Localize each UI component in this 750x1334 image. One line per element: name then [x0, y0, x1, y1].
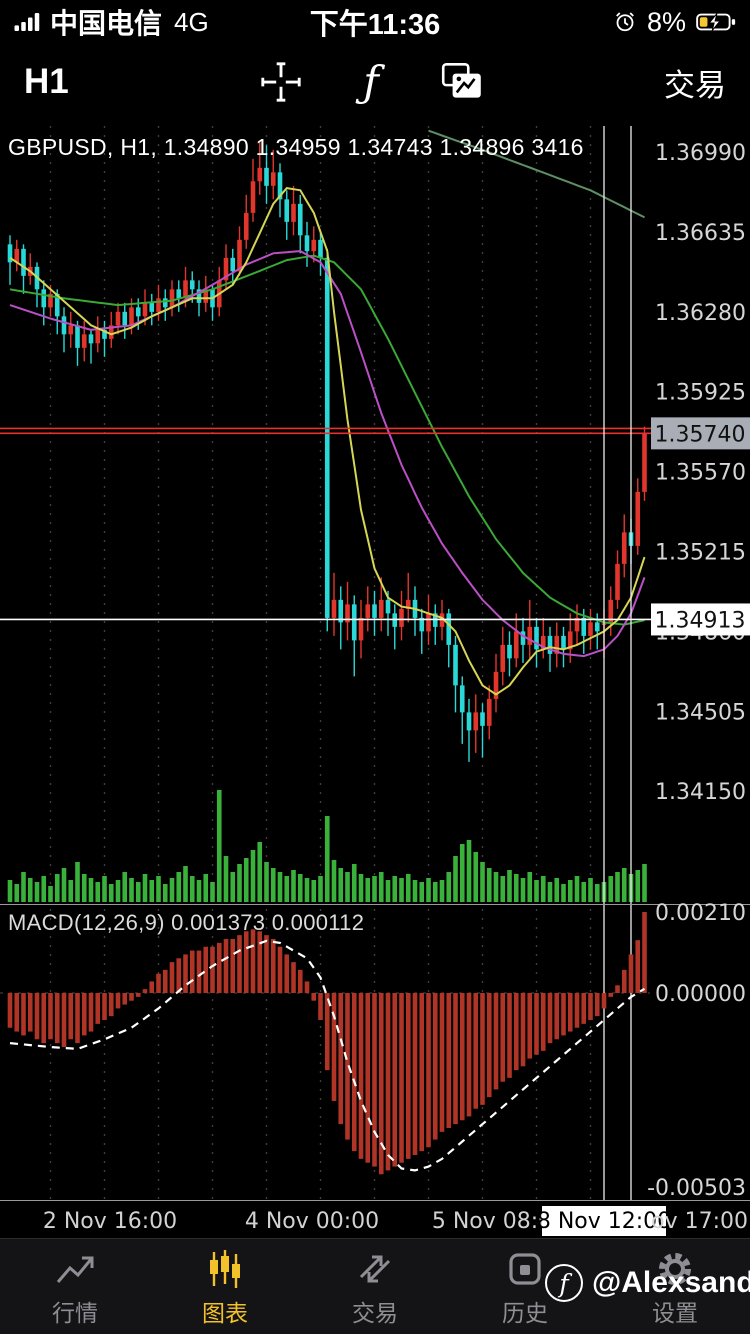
price-badge	[651, 603, 750, 636]
trade-button[interactable]: 交易	[664, 60, 726, 105]
svg-text:8 Nov 12:00: 8 Nov 12:00	[537, 1209, 671, 1234]
network-type-label: 4G	[174, 6, 209, 37]
svg-text:1.34913: 1.34913	[655, 608, 746, 633]
carrier-label: 中国电信	[50, 8, 163, 39]
lines-layer	[0, 126, 750, 1201]
ma-mid-magenta	[9, 250, 646, 658]
tab-label: 历史	[502, 1299, 548, 1326]
objects-button[interactable]	[438, 61, 486, 103]
svg-text:1.35740: 1.35740	[655, 422, 746, 447]
indicators-button[interactable]: ƒ	[363, 57, 379, 106]
macd-layer	[7, 912, 647, 1175]
chart-toolbar: H1 ƒ 交易	[0, 44, 750, 120]
status-bar: 中国电信 4G 下午11:36 8%	[0, 0, 750, 44]
svg-text:1.36990: 1.36990	[655, 141, 746, 166]
watermark: f @Alexsanda	[545, 1264, 750, 1302]
tab-trade[interactable]: 交易	[300, 1239, 450, 1334]
tab-charts[interactable]: 图表	[150, 1239, 300, 1334]
volume-layer	[7, 790, 647, 902]
crosshair-button[interactable]	[258, 59, 304, 105]
svg-text:1.35925: 1.35925	[655, 381, 746, 406]
facebook-icon: f	[545, 1264, 583, 1302]
tab-bar: 行情 图表 交易 历史	[0, 1238, 750, 1334]
ohlc-header: GBPUSD, H1, 1.34890 1.34959 1.34743 1.34…	[8, 134, 584, 160]
ma-fast-yellow	[9, 187, 646, 696]
tab-label: 设置	[652, 1299, 698, 1326]
candles-layer	[7, 140, 647, 762]
axis-layer: 1.36990 1.36635 1.36280 1.35925 1.35570 1.352…	[43, 141, 750, 1236]
tab-history[interactable]: 历史	[450, 1239, 600, 1334]
svg-text:4 Nov 00:00: 4 Nov 00:00	[245, 1209, 379, 1234]
tab-quotes[interactable]: 行情	[0, 1239, 150, 1334]
ma-long-descending	[428, 129, 645, 219]
svg-text:5 Nov 08:0: 5 Nov 08:0	[432, 1209, 552, 1234]
crosshair-icon	[261, 62, 301, 102]
trending-up-icon	[56, 1256, 94, 1283]
trade-arrows-icon	[359, 1255, 391, 1282]
objects-icon	[441, 62, 481, 98]
svg-text:1.34150: 1.34150	[655, 780, 746, 805]
moon-icon	[584, 12, 595, 32]
battery-charging-icon	[696, 13, 736, 31]
battery-percent-label: 8%	[646, 6, 686, 37]
history-icon	[509, 1252, 541, 1285]
svg-text:1.35215: 1.35215	[655, 540, 746, 565]
timeframe-button[interactable]: H1	[24, 62, 69, 101]
svg-text:ov 17:00: ov 17:00	[651, 1209, 748, 1234]
macd-signal-line	[9, 939, 646, 1172]
tab-settings[interactable]: 设置	[600, 1239, 750, 1334]
ma-layer	[9, 129, 646, 696]
candlestick-chart-icon	[210, 1249, 240, 1288]
svg-text:1.35570: 1.35570	[655, 461, 746, 486]
selected-time-badge	[542, 1206, 666, 1236]
svg-text:1.36635: 1.36635	[655, 221, 746, 246]
alarm-clock-icon	[616, 12, 634, 32]
macd-indicator-label: MACD(12,26,9) 0.001373 0.000112	[8, 910, 365, 935]
svg-text:0.00210: 0.00210	[655, 901, 746, 926]
cellular-signal-icon	[14, 13, 40, 31]
svg-text:1.36280: 1.36280	[655, 301, 746, 326]
tab-label: 交易	[352, 1299, 398, 1326]
price-badge	[651, 417, 750, 450]
tab-label: 图表	[202, 1299, 248, 1326]
svg-text:2 Nov 16:00: 2 Nov 16:00	[43, 1209, 177, 1234]
watermark-text: @Alexsanda	[592, 1266, 750, 1299]
svg-text:-0.00503: -0.00503	[647, 1176, 746, 1201]
svg-text:1.34505: 1.34505	[655, 700, 746, 725]
tab-label: 行情	[52, 1299, 98, 1326]
svg-text:0.00000: 0.00000	[655, 982, 746, 1007]
gear-icon	[659, 1252, 691, 1285]
